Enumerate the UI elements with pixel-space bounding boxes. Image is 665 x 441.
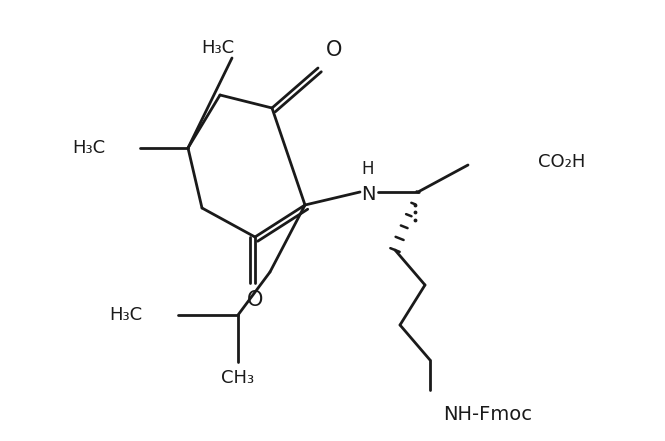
Text: H₃C: H₃C — [201, 39, 235, 57]
Text: O: O — [247, 290, 263, 310]
Text: O: O — [326, 40, 342, 60]
Text: H₃C: H₃C — [72, 139, 105, 157]
Text: NH-Fmoc: NH-Fmoc — [444, 406, 533, 425]
Text: N: N — [360, 184, 375, 203]
Text: H: H — [362, 160, 374, 178]
Text: H₃C: H₃C — [109, 306, 142, 324]
Text: CH₃: CH₃ — [221, 369, 255, 387]
Text: CO₂H: CO₂H — [538, 153, 585, 171]
